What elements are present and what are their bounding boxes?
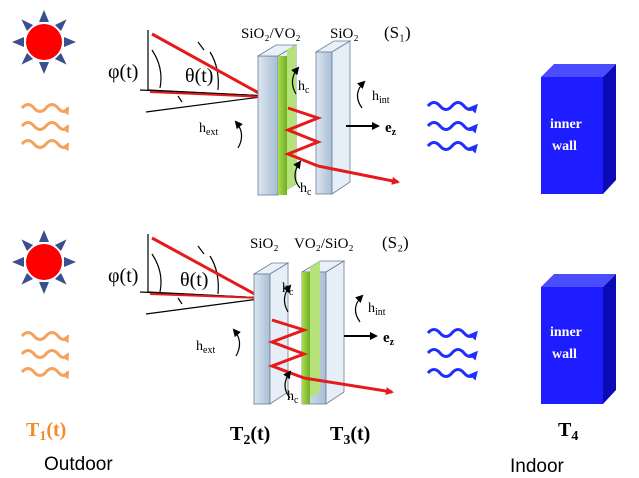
phi-label: φ(t) (108, 61, 138, 83)
wall-label-line1: inner (550, 325, 582, 340)
hc-label-bottom: hc (300, 181, 312, 198)
hint-arrow (356, 80, 366, 109)
indoor-label: Indoor (510, 456, 565, 477)
vo2-film (302, 261, 320, 404)
wall-label-line2: wall (552, 347, 577, 362)
sun-icon (12, 10, 76, 74)
outdoor-label: Outdoor (44, 454, 113, 475)
incident-ray (151, 32, 268, 99)
multiple-reflection-ray (267, 318, 309, 380)
pane-2-label: SiO₂ (330, 26, 359, 42)
inner-wall-block: inner wall (541, 274, 616, 404)
sun-icon (12, 230, 76, 294)
heat-wave-icon (20, 331, 70, 380)
transmitted-ray (317, 164, 400, 185)
hext-label: hext (196, 339, 215, 356)
top-panel: φ(t) θ(t) hc hc hext (12, 10, 616, 198)
temp-t3-label: T3(t) (330, 423, 370, 448)
hext-label: hext (199, 121, 218, 138)
hc-arrow-top (283, 284, 292, 313)
hint-arrow (354, 294, 364, 323)
wall-label-line1: inner (550, 117, 582, 132)
reflected-ray (149, 91, 267, 98)
hc-arrow-bottom (293, 160, 302, 189)
incidence-angle-lines (139, 234, 267, 315)
hint-label: hint (372, 89, 390, 106)
theta-label: θ(t) (180, 269, 208, 291)
config-label: (S₁) (384, 23, 411, 42)
wall-label-line2: wall (552, 139, 577, 154)
cool-wave-icon (426, 101, 478, 154)
heat-wave-icon (20, 103, 70, 152)
multiple-reflection-ray (283, 106, 323, 168)
pane-2-glass (314, 40, 352, 195)
pane-1-label: SiO₂/VO₂ (241, 26, 301, 42)
pane-1-label: SiO₂ (250, 236, 279, 252)
hc-arrow-bottom (283, 370, 292, 399)
temp-t4-label: T4 (558, 419, 578, 444)
reflected-ray (149, 293, 263, 299)
hc-arrow-top (291, 66, 300, 95)
ez-label: ez (383, 330, 395, 348)
temp-t1-label: T1(t) (26, 419, 66, 444)
incident-ray (151, 236, 264, 300)
theta-label: θ(t) (185, 65, 213, 87)
hc-label-bottom: hc (287, 389, 299, 406)
hc-label-top: hc (282, 281, 294, 298)
config-label: (S₂) (382, 233, 409, 252)
hint-label: hint (368, 301, 386, 318)
temp-t2-label: T2(t) (230, 423, 270, 448)
hext-arrow (232, 328, 241, 357)
bottom-panel: φ(t) θ(t) hc hc hext (12, 230, 616, 406)
phi-label: φ(t) (108, 265, 138, 287)
ez-label: ez (385, 120, 397, 138)
vo2-film (278, 45, 296, 195)
inner-wall-block: inner wall (541, 64, 616, 194)
hc-label-top: hc (298, 79, 310, 96)
transmitted-ray (303, 376, 394, 396)
pane-2-label: VO₂/SiO₂ (294, 236, 354, 252)
hext-arrow (234, 120, 243, 149)
cool-wave-icon (426, 328, 478, 381)
